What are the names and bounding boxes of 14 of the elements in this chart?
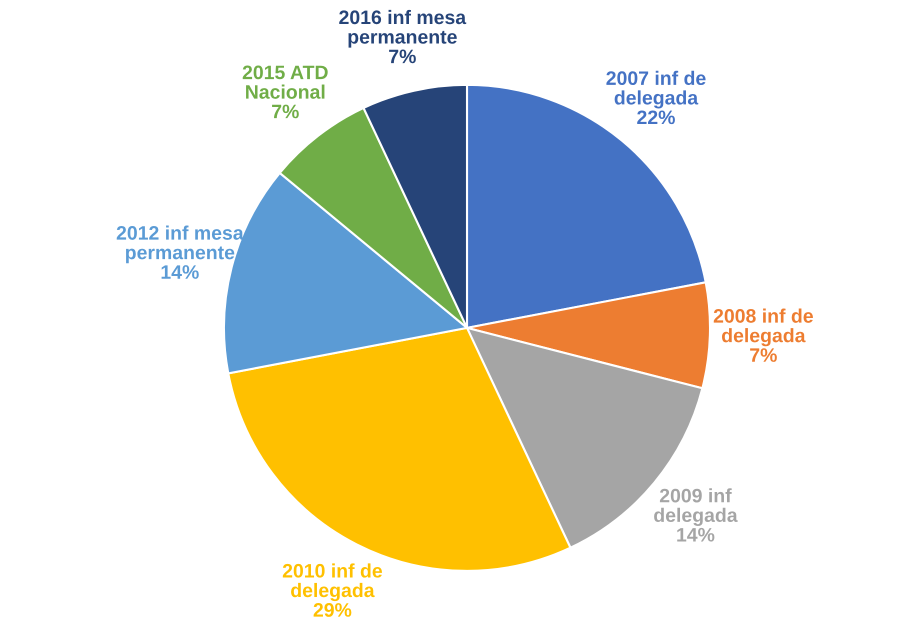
- data-label: 7%: [389, 50, 416, 64]
- slice-label: 2008 inf de delegada: [714, 308, 813, 346]
- data-label: 22%: [637, 110, 675, 124]
- slice-label: 2010 inf de delegada: [282, 563, 382, 602]
- slice-label: 2009 inf delegada: [654, 488, 738, 526]
- slice-label: 2007 inf de delegada: [606, 70, 706, 109]
- data-label: 7%: [750, 348, 777, 362]
- data-label: 14%: [677, 528, 714, 542]
- slice-label: 2016 inf mesa permanente: [339, 10, 466, 48]
- data-label: 7%: [272, 104, 299, 118]
- slice-label: 2012 inf mesa permanente: [116, 226, 244, 264]
- slice-label: 2015 ATD Nacional: [242, 66, 328, 99]
- data-label: 14%: [162, 265, 199, 279]
- data-label: 29%: [314, 603, 352, 617]
